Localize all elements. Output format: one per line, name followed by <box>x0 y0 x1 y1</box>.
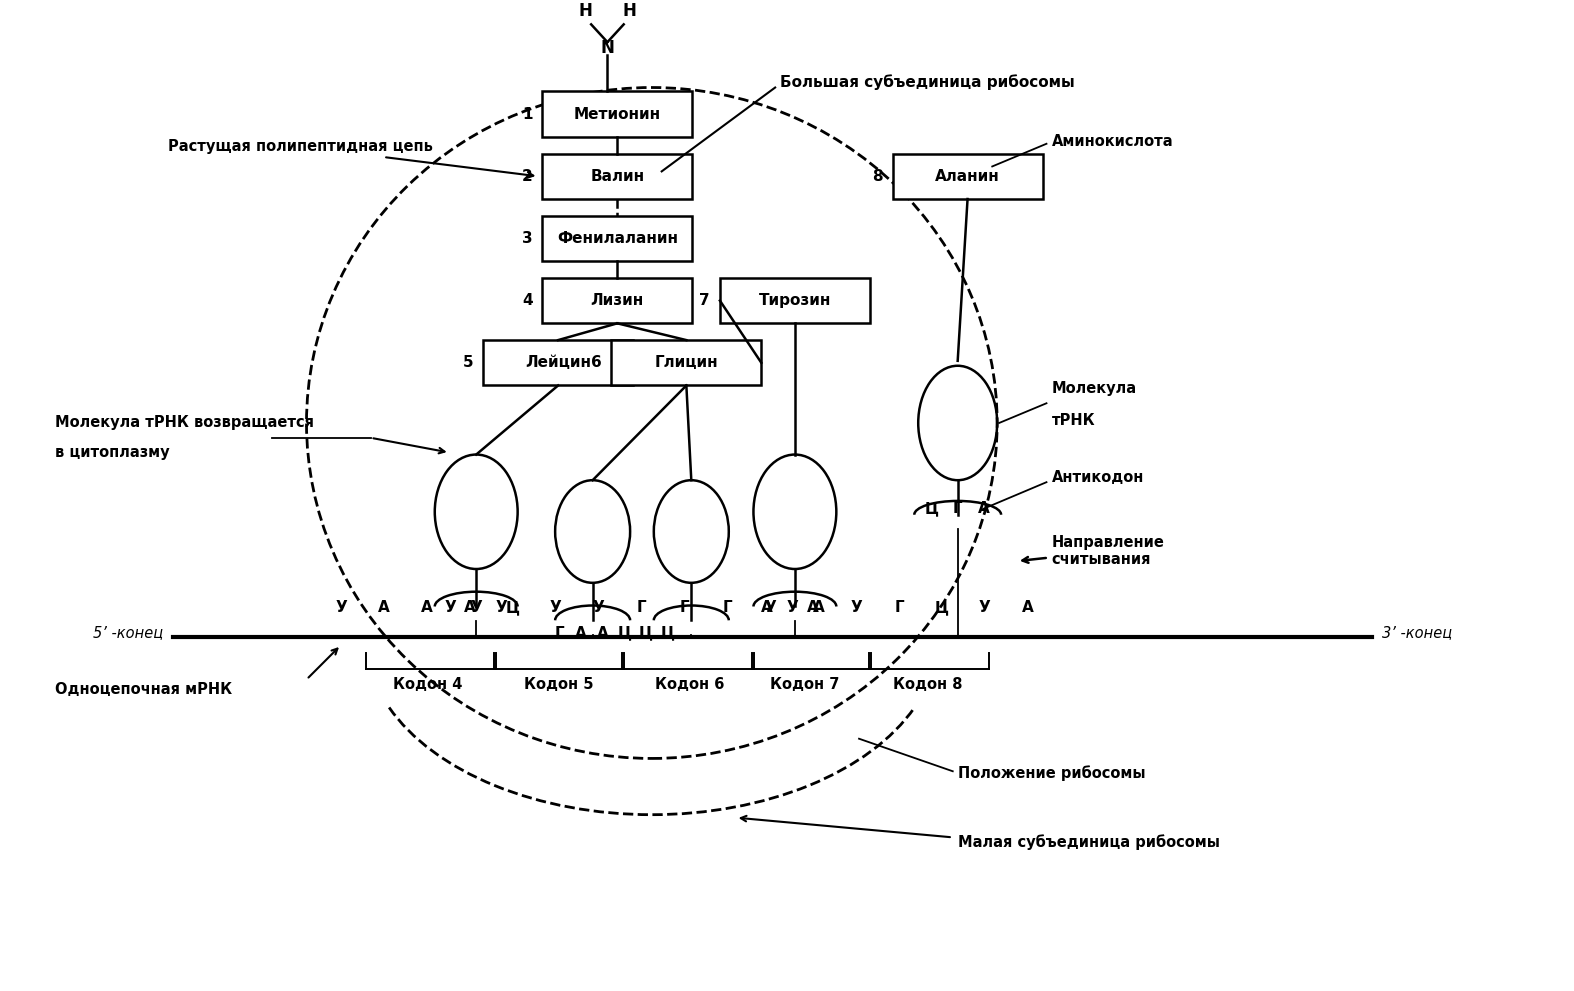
Text: 7: 7 <box>699 293 710 308</box>
FancyBboxPatch shape <box>611 340 762 385</box>
Text: Лейцин: Лейцин <box>526 356 592 371</box>
Text: Аланин: Аланин <box>935 168 999 183</box>
FancyBboxPatch shape <box>892 154 1042 199</box>
Text: Растущая полипептидная цепь: Растущая полипептидная цепь <box>168 139 534 177</box>
Text: Кодон 7: Кодон 7 <box>770 677 839 692</box>
Text: 3’ -конец: 3’ -конец <box>1382 625 1453 640</box>
Text: Кодон 4: Кодон 4 <box>394 677 463 692</box>
Text: У: У <box>471 600 482 615</box>
Text: У: У <box>445 600 456 615</box>
Text: Одноцепочная мРНК: Одноцепочная мРНК <box>55 682 231 697</box>
Text: У: У <box>496 600 508 615</box>
Text: N: N <box>601 39 614 57</box>
Text: Малая субъединица рибосомы: Малая субъединица рибосомы <box>957 834 1220 850</box>
Text: H: H <box>579 2 593 21</box>
Text: 6: 6 <box>590 356 601 371</box>
Text: Положение рибосомы: Положение рибосомы <box>957 765 1146 781</box>
Text: Молекула: Молекула <box>1051 381 1136 396</box>
Text: У: У <box>850 601 863 615</box>
Text: Аминокислота: Аминокислота <box>1051 135 1173 150</box>
Text: Г: Г <box>680 601 689 615</box>
Text: H: H <box>622 2 636 21</box>
Text: У: У <box>335 601 346 615</box>
Text: тРНК: тРНК <box>1051 412 1096 427</box>
Text: Тирозин: Тирозин <box>759 293 831 308</box>
Text: Большая субъединица рибосомы: Большая субъединица рибосомы <box>781 74 1075 90</box>
Text: 1: 1 <box>523 107 532 122</box>
Text: Г: Г <box>554 625 563 640</box>
Text: 4: 4 <box>523 293 532 308</box>
Text: Ц: Ц <box>505 601 519 615</box>
Text: Лизин: Лизин <box>590 293 644 308</box>
Text: Ц: Ц <box>926 501 940 516</box>
Text: У: У <box>979 601 990 615</box>
Text: Молекула тРНК возвращается: Молекула тРНК возвращается <box>55 415 313 430</box>
Text: А: А <box>378 601 390 615</box>
Text: 8: 8 <box>872 168 883 183</box>
Text: А: А <box>575 625 587 640</box>
Text: Г: Г <box>894 601 903 615</box>
Text: У: У <box>549 601 562 615</box>
Text: 5: 5 <box>463 356 474 371</box>
FancyBboxPatch shape <box>543 277 693 323</box>
Text: А: А <box>807 601 818 615</box>
Text: Направление
считывания: Направление считывания <box>1023 535 1165 568</box>
FancyBboxPatch shape <box>719 277 870 323</box>
Text: 5’ -конец: 5’ -конец <box>93 625 164 640</box>
Text: А: А <box>420 601 433 615</box>
Text: У: У <box>765 601 776 615</box>
FancyBboxPatch shape <box>543 216 693 262</box>
Text: 3: 3 <box>523 231 532 246</box>
FancyBboxPatch shape <box>543 154 693 199</box>
Text: А: А <box>762 600 773 615</box>
Text: У: У <box>593 601 604 615</box>
Text: А: А <box>812 600 825 615</box>
Text: Антикодон: Антикодон <box>1051 470 1144 485</box>
Text: Кодон 8: Кодон 8 <box>894 677 963 692</box>
Text: Глицин: Глицин <box>655 356 718 371</box>
Text: Кодон 6: Кодон 6 <box>655 677 724 692</box>
FancyBboxPatch shape <box>483 340 633 385</box>
Text: А: А <box>464 601 475 615</box>
Text: Г: Г <box>722 601 732 615</box>
Text: Метионин: Метионин <box>575 107 661 122</box>
Text: Фенилаланин: Фенилаланин <box>557 231 678 246</box>
Text: Валин: Валин <box>590 168 644 183</box>
Text: Г: Г <box>636 601 647 615</box>
Text: Ц: Ц <box>661 625 675 640</box>
Text: Ц: Ц <box>639 625 653 640</box>
Text: А: А <box>597 625 609 640</box>
Text: Г: Г <box>952 501 963 516</box>
Text: А: А <box>1022 601 1034 615</box>
Text: Кодон 5: Кодон 5 <box>524 677 593 692</box>
Text: в цитоплазму: в цитоплазму <box>55 445 170 460</box>
Text: Ц: Ц <box>935 601 949 615</box>
Text: У: У <box>787 600 798 615</box>
Text: 2: 2 <box>521 168 532 183</box>
Text: А: А <box>977 501 988 516</box>
Text: Ц: Ц <box>617 625 631 640</box>
FancyBboxPatch shape <box>543 91 693 137</box>
